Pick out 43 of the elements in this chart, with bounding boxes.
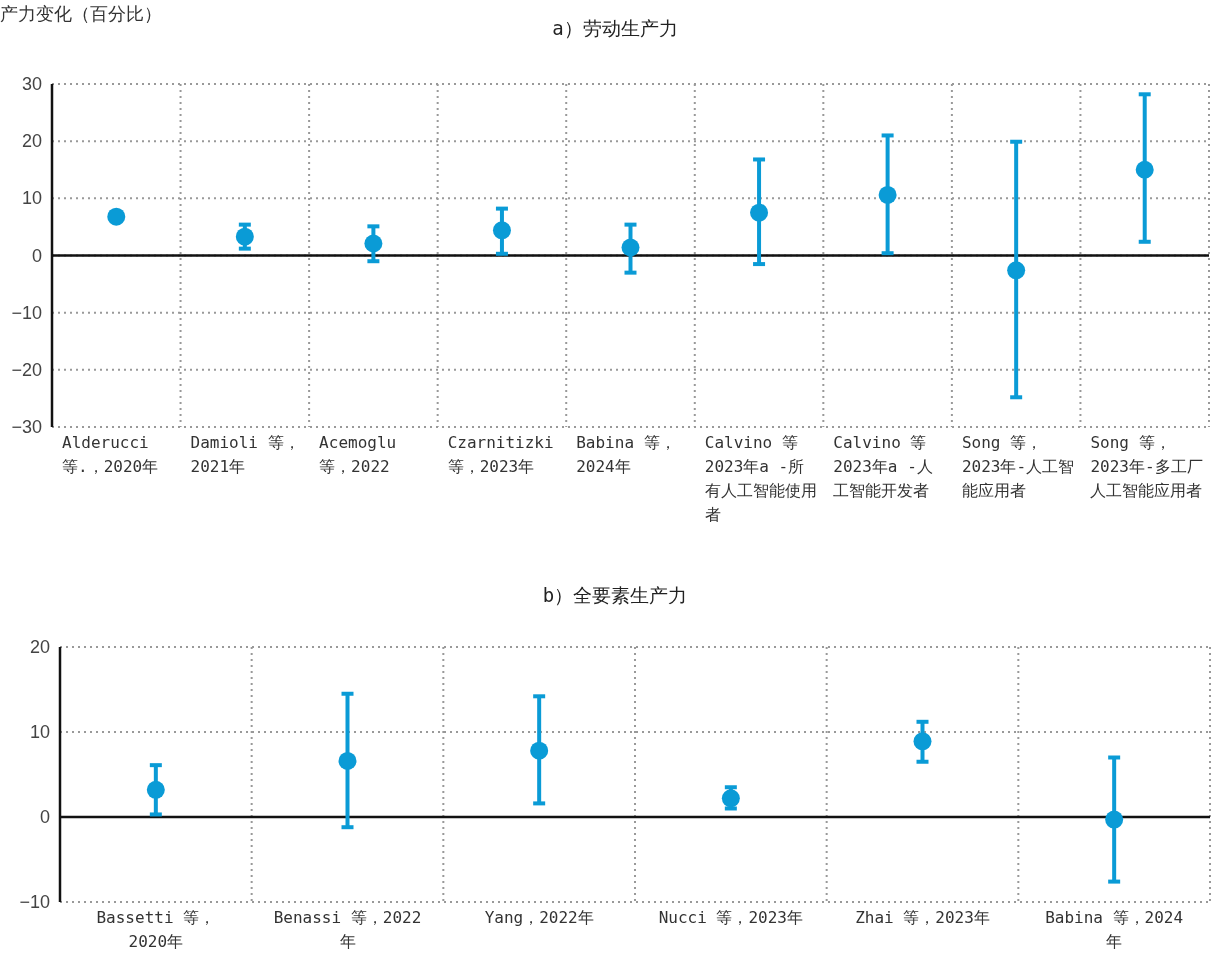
point: [913, 732, 932, 751]
x-tick-label: Song 等，2023年-人工智能应用者: [961, 432, 1076, 502]
point: [530, 741, 549, 760]
y-tick-label: 0: [31, 245, 42, 266]
point: [364, 234, 383, 253]
y-tick-label: 30: [21, 74, 42, 94]
y-tick-label: −10: [11, 302, 42, 323]
point: [721, 789, 740, 808]
point: [621, 238, 640, 257]
x-tick-label: Nucci 等，2023年: [657, 907, 804, 929]
x-tick-label: Zhai 等，2023年: [854, 907, 991, 929]
point: [1007, 261, 1026, 280]
y-tick-label: −20: [11, 359, 42, 380]
point: [146, 780, 165, 799]
x-tick-label: Yang，2022年: [483, 907, 595, 929]
x-tick-label: Acemoglu 等，2022: [319, 432, 398, 478]
point: [1135, 160, 1154, 179]
x-tick-label: Calvino 等 2023年a -所有人工智能使用者: [704, 432, 818, 526]
y-tick-label: −10: [19, 892, 50, 912]
chart-title: a）劳动生产力: [552, 17, 678, 39]
point: [107, 207, 126, 226]
y-tick-label: 20: [29, 637, 50, 657]
point: [492, 221, 511, 240]
point: [750, 203, 769, 222]
text: 产力变化（百分比）: [0, 2, 162, 26]
x-tick-label: Alderucci 等.，2020年: [62, 432, 160, 478]
chart-title: b）全要素生产力: [542, 584, 688, 606]
x-tick-label: Benassi 等，2022年: [272, 907, 423, 953]
x-tick-label: Damioli 等，2021年: [190, 432, 301, 478]
y-tick-label: 20: [21, 131, 42, 152]
x-tick-label: Czarnitizki 等，2023年: [447, 432, 555, 478]
y-tick-label: 0: [39, 807, 50, 827]
point: [1105, 810, 1124, 829]
x-tick-label: Babina 等，2024年: [1044, 907, 1185, 953]
point: [338, 751, 357, 770]
y-tick-label: 10: [29, 722, 50, 742]
point: [878, 185, 897, 204]
x-tick-label: Bassetti 等，2020年: [95, 907, 217, 953]
x-tick-label: Calvino 等 2023年a -人工智能开发者: [833, 432, 934, 502]
x-tick-label: Babina 等，2024年: [576, 432, 677, 478]
y-tick-label: 10: [21, 188, 42, 209]
x-tick-label: Song 等，2023年-多工厂人工智能应用者: [1090, 432, 1204, 502]
y-tick-label: −30: [11, 417, 42, 437]
